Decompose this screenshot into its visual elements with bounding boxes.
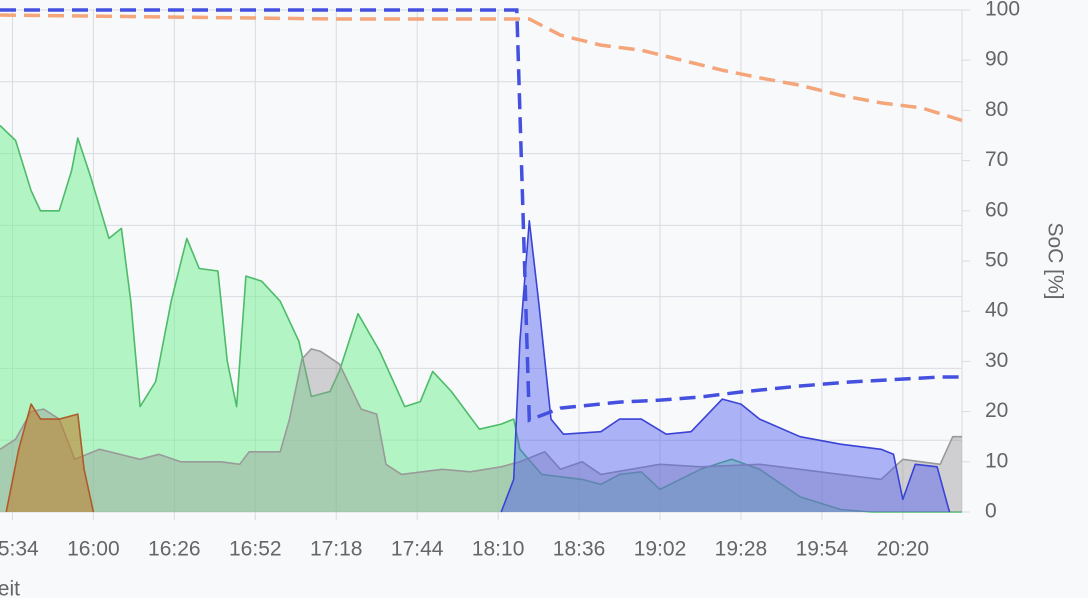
x-tick-label: 20:20	[877, 538, 930, 561]
y-tick-label: 70	[985, 148, 1008, 171]
plot-area	[0, 8, 970, 520]
x-axis-title: Zeit	[0, 578, 20, 598]
area-line	[0, 124, 962, 513]
y-tick-label: 50	[985, 249, 1008, 272]
dashed-line	[0, 13, 963, 123]
dashed-line	[0, 8, 962, 423]
area-line	[5, 403, 95, 513]
y-tick-label: 90	[985, 48, 1008, 71]
area-line	[500, 220, 951, 513]
x-tick-label: 18:36	[553, 538, 606, 561]
area-fill	[501, 220, 950, 513]
y-tick-label: 30	[985, 349, 1008, 372]
x-tick-label: 16:52	[229, 538, 282, 561]
y-tick-label: 100	[985, 0, 1020, 21]
area-line	[0, 348, 962, 481]
x-tick-label: 18:10	[472, 538, 525, 561]
area-fill	[0, 125, 962, 512]
x-tick-label: 19:54	[796, 538, 849, 561]
y-tick-label: 40	[985, 299, 1008, 322]
y-tick-label: 20	[985, 399, 1008, 422]
x-tick-label: 19:02	[634, 538, 687, 561]
x-tick-label: 17:18	[310, 538, 363, 561]
x-tick-label: 16:26	[148, 538, 201, 561]
x-tick-label: 16:00	[67, 538, 120, 561]
area-fill	[6, 404, 94, 512]
x-tick-label: 17:44	[391, 538, 444, 561]
y-tick-label: 80	[985, 98, 1008, 121]
y-tick-label: 0	[985, 500, 997, 523]
x-tick-label: 15:34	[0, 538, 39, 561]
y-axis-title: SoC [%]	[1043, 222, 1066, 299]
y-tick-label: 10	[985, 449, 1008, 472]
y-tick-label: 60	[985, 198, 1008, 221]
area-fill	[0, 348, 962, 512]
x-tick-label: 19:28	[715, 538, 768, 561]
